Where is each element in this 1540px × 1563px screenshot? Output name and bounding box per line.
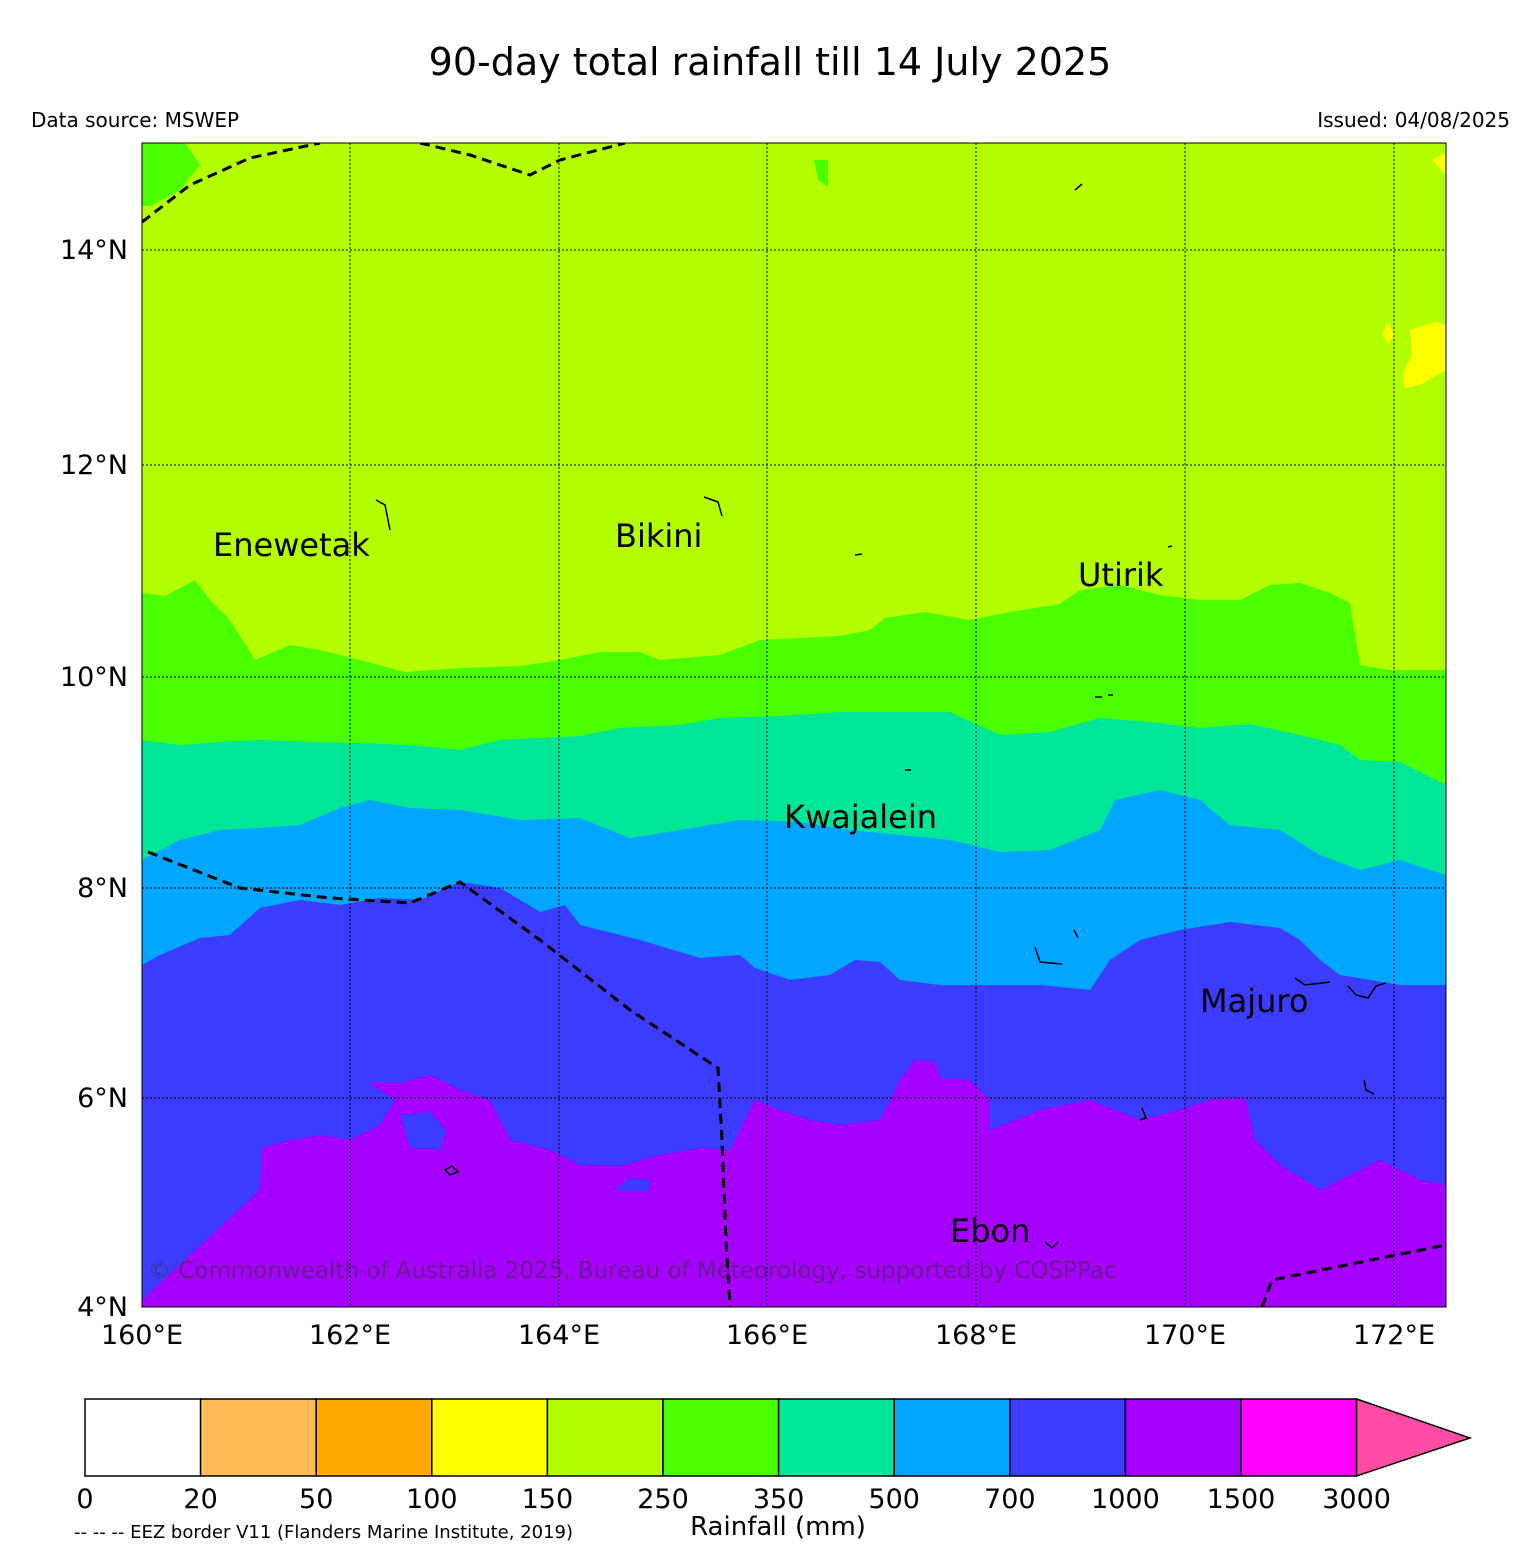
colorbar-bin-500-700: [893, 1398, 1011, 1477]
issued-date-label: Issued: 04/08/2025: [1317, 108, 1510, 132]
colorbar-tick: 350: [753, 1484, 805, 1515]
latitude-labels: 4°N 6°N 8°N 10°N 12°N 14°N: [60, 235, 128, 1323]
colorbar-bin-50-100: [315, 1398, 433, 1477]
place-label-utirik: Utirik: [1078, 556, 1164, 594]
colorbar-bin-100-150: [431, 1398, 549, 1477]
place-label-majuro: Majuro: [1200, 982, 1308, 1020]
colorbar: [84, 1397, 1473, 1478]
graticule: [142, 143, 1446, 1307]
lat-label-4n: 4°N: [77, 1292, 128, 1323]
lon-label-166e: 166°E: [726, 1320, 808, 1351]
lon-label-162e: 162°E: [309, 1320, 391, 1351]
colorbar-bin-250-350: [662, 1398, 780, 1477]
rainfall-map-area: © Commonwealth of Australia 2025, Bureau…: [142, 143, 1446, 1307]
colorbar-bin-20-50: [199, 1398, 317, 1477]
colorbar-bin-0-20: [84, 1398, 202, 1477]
colorbar-tick: 1000: [1091, 1484, 1160, 1515]
copyright-text: © Commonwealth of Australia 2025, Bureau…: [148, 1258, 1117, 1284]
data-source-label: Data source: MSWEP: [31, 108, 240, 132]
rain-band-1000-1500: [142, 1060, 1446, 1307]
rain-patch-yellow-corner: [1432, 152, 1446, 175]
lat-label-14n: 14°N: [60, 235, 128, 266]
rain-patch-blue-in-purple: [400, 1112, 446, 1150]
lon-label-168e: 168°E: [935, 1320, 1017, 1351]
place-label-kwajalein: Kwajalein: [784, 798, 937, 836]
lat-label-6n: 6°N: [77, 1083, 128, 1114]
lat-label-10n: 10°N: [60, 662, 128, 693]
map-title: 90-day total rainfall till 14 July 2025: [428, 40, 1112, 84]
lon-label-172e: 172°E: [1353, 1320, 1435, 1351]
colorbar-tick: 20: [183, 1484, 217, 1515]
colorbar-tick: 150: [522, 1484, 574, 1515]
colorbar-tick: 1500: [1207, 1484, 1276, 1515]
colorbar-tick: 0: [76, 1484, 93, 1515]
rain-patch-green-n: [814, 160, 828, 187]
colorbar-tick: 500: [868, 1484, 920, 1515]
lon-label-164e: 164°E: [518, 1320, 600, 1351]
colorbar-bin-150-250: [546, 1398, 664, 1477]
place-label-bikini: Bikini: [615, 517, 702, 555]
longitude-labels: 160°E 162°E 164°E 166°E 168°E 170°E 172°…: [101, 1320, 1435, 1351]
colorbar-bin-1500-3000: [1240, 1398, 1358, 1477]
colorbar-extend-arrow: [1355, 1397, 1473, 1478]
colorbar-tick: 700: [984, 1484, 1036, 1515]
lat-label-12n: 12°N: [60, 450, 128, 481]
lon-label-160e: 160°E: [101, 1320, 183, 1351]
map-frame: [141, 142, 1447, 1308]
eez-legend-note: -- -- -- EEZ border V11 (Flanders Marine…: [74, 1522, 574, 1543]
atoll-outlines: [375, 183, 1387, 1250]
colorbar-bin-1000-1500: [1124, 1398, 1242, 1477]
colorbar-tick: 3000: [1322, 1484, 1391, 1515]
colorbar-tick: 50: [299, 1484, 333, 1515]
place-label-enewetak: Enewetak: [213, 526, 370, 564]
rain-patch-yellow-ne: [1402, 322, 1446, 388]
lat-label-8n: 8°N: [77, 873, 128, 904]
place-label-ebon: Ebon: [950, 1212, 1030, 1250]
colorbar-title: Rainfall (mm): [690, 1512, 866, 1542]
colorbar-tick: 250: [637, 1484, 689, 1515]
eez-border: [142, 143, 1446, 1307]
rain-patch-green-nw: [142, 143, 200, 206]
colorbar-bin-350-500: [777, 1398, 895, 1477]
rain-patch-blue-south: [615, 1178, 650, 1192]
lon-label-170e: 170°E: [1144, 1320, 1226, 1351]
colorbar-bin-700-1000: [1009, 1398, 1127, 1477]
colorbar-tick: 100: [406, 1484, 458, 1515]
rain-patch-yellow-ne-small: [1382, 322, 1394, 345]
colorbar-tick-labels: 0 20 50 100 150 250 350 500 700 1000 150…: [76, 1484, 1391, 1515]
